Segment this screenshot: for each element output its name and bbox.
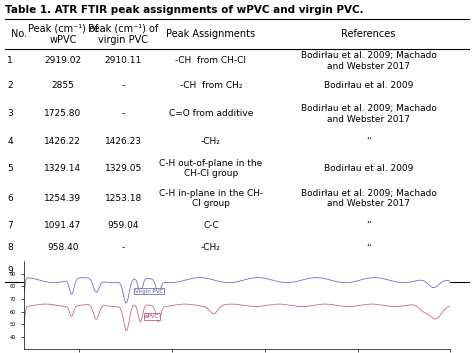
Virgin PVC [64,280,70,285]
Text: 3: 3 [7,109,13,118]
wPVC [362,303,367,307]
Virgin PVC [123,301,129,305]
Text: -: - [122,244,125,252]
Text: -CH₂: -CH₂ [201,137,221,146]
wPVC [194,303,200,307]
Text: C-C: C-C [203,221,219,229]
Text: 1329.05: 1329.05 [105,164,142,173]
Virgin PVC [21,292,27,297]
Text: “: “ [366,221,371,229]
Text: 696.36: 696.36 [108,267,139,275]
Text: “: “ [366,137,371,146]
Text: Bodirłau et al. 2009: Bodirłau et al. 2009 [324,164,413,173]
wPVC [354,304,360,308]
Text: 1725.80: 1725.80 [44,109,82,118]
Text: 9: 9 [7,267,13,275]
Text: Peak Assignments: Peak Assignments [166,29,255,40]
Text: 5: 5 [7,164,13,173]
Text: 1253.18: 1253.18 [105,194,142,203]
wPVC [64,305,70,309]
Text: Bodirłau et al. 2009; Machado
and Webster 2017: Bodirłau et al. 2009; Machado and Webste… [301,189,437,208]
wPVC [21,324,27,329]
Text: -CH  from CH₂: -CH from CH₂ [180,81,242,90]
Text: 2910.11: 2910.11 [105,56,142,65]
Text: C-H in-plane in the CH-
Cl group: C-H in-plane in the CH- Cl group [159,189,263,208]
Text: 1091.47: 1091.47 [44,221,82,229]
Text: 8: 8 [7,244,13,252]
Text: C-H out-of-plane in the
CH-Cl group: C-H out-of-plane in the CH-Cl group [159,159,263,178]
Text: Peak (cm⁻¹) of
virgin PVC: Peak (cm⁻¹) of virgin PVC [88,24,158,45]
Text: 1426.22: 1426.22 [45,137,81,146]
Text: -: - [122,109,125,118]
Text: C-Cl: C-Cl [202,267,220,275]
Text: Peak (cm⁻¹) of
wPVC: Peak (cm⁻¹) of wPVC [27,24,98,45]
Text: 2: 2 [7,81,13,90]
Line: wPVC: wPVC [24,304,450,330]
Text: Bodirłau et al. 2009; Machado
and Webster 2017: Bodirłau et al. 2009; Machado and Webste… [301,51,437,71]
Line: Virgin PVC: Virgin PVC [24,277,450,303]
Text: -: - [122,81,125,90]
Text: No.: No. [11,29,27,40]
Text: 1426.23: 1426.23 [105,137,142,146]
Text: C=O from additive: C=O from additive [169,109,253,118]
Text: 696.25: 696.25 [47,267,79,275]
Text: 7: 7 [7,221,13,229]
Text: 2919.02: 2919.02 [44,56,82,65]
Text: Virgin PVC: Virgin PVC [135,289,163,294]
Virgin PVC [362,277,368,281]
Text: “: “ [366,244,371,252]
Text: 959.04: 959.04 [108,221,139,229]
Text: wPVC: wPVC [144,314,160,319]
wPVC [314,303,320,307]
Text: Table 1. ATR FTIR peak assignments of wPVC and virgin PVC.: Table 1. ATR FTIR peak assignments of wP… [5,5,364,15]
Text: 958.40: 958.40 [47,244,79,252]
Virgin PVC [194,276,200,280]
Virgin PVC [209,277,215,282]
Text: Bodirłau et al. 2009; Machado
and Webster 2017: Bodirłau et al. 2009; Machado and Webste… [301,104,437,124]
Virgin PVC [355,279,360,283]
Text: 1: 1 [7,56,13,65]
Text: Bodirłau et al. 2009: Bodirłau et al. 2009 [324,81,413,90]
Virgin PVC [255,275,261,280]
Text: References: References [341,29,396,40]
Virgin PVC [315,275,320,280]
wPVC [124,328,129,333]
wPVC [209,311,215,315]
Text: 1329.14: 1329.14 [44,164,82,173]
Virgin PVC [447,279,453,283]
Text: 1254.39: 1254.39 [44,194,82,203]
Text: 4: 4 [7,137,13,146]
Text: -CH₂: -CH₂ [201,244,221,252]
Text: 2855: 2855 [51,81,74,90]
wPVC [369,302,374,306]
wPVC [447,304,453,308]
Text: -CH  from CH-Cl: -CH from CH-Cl [175,56,246,65]
Text: “: “ [366,267,371,275]
Text: 6: 6 [7,194,13,203]
